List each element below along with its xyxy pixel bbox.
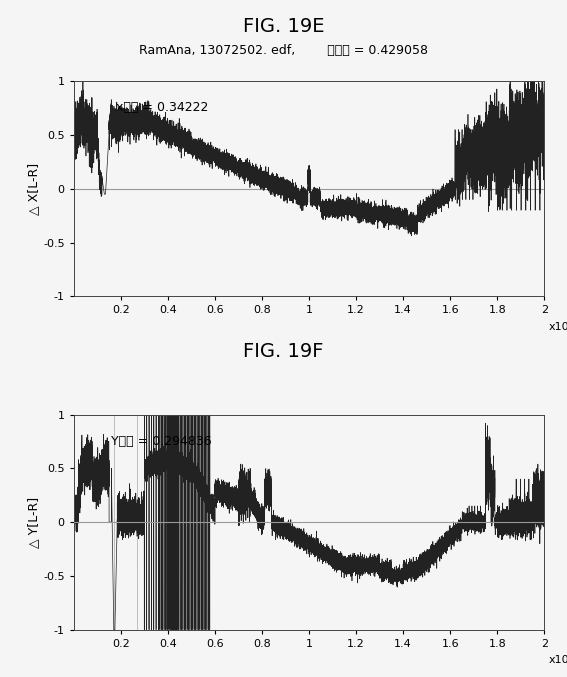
Text: x分散 = 0.34222: x分散 = 0.34222 (116, 102, 209, 114)
Y-axis label: △ X[L-R]: △ X[L-R] (27, 162, 40, 215)
Text: Y分散 = 0.294836: Y分散 = 0.294836 (111, 435, 212, 447)
Text: x10⁴: x10⁴ (549, 655, 567, 665)
Text: x10⁴: x10⁴ (549, 322, 567, 332)
Text: FIG. 19F: FIG. 19F (243, 342, 324, 361)
Text: FIG. 19E: FIG. 19E (243, 17, 324, 36)
Y-axis label: △ Y[L-R]: △ Y[L-R] (27, 496, 40, 548)
Text: RamAna, 13072502. edf,        全分散 = 0.429058: RamAna, 13072502. edf, 全分散 = 0.429058 (139, 44, 428, 57)
